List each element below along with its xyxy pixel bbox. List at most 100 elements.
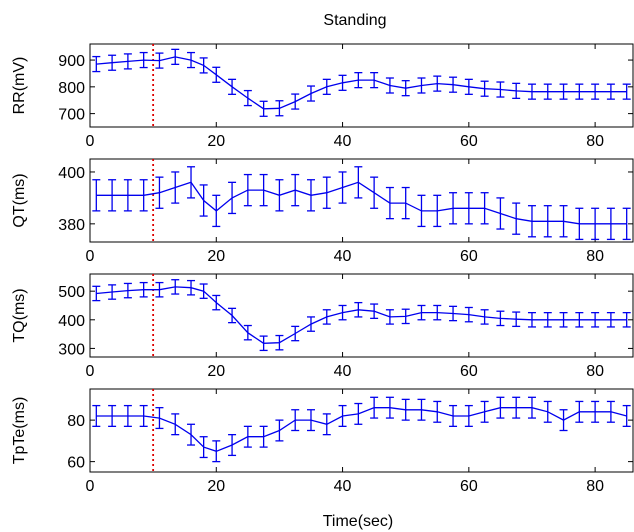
error-bar xyxy=(92,179,101,212)
y-tick-label: 400 xyxy=(58,313,85,330)
y-tick-label: 400 xyxy=(58,165,85,182)
error-bar xyxy=(212,440,221,463)
error-bar xyxy=(385,186,394,220)
error-bar xyxy=(401,80,410,97)
error-bar xyxy=(496,396,505,419)
error-bar xyxy=(496,197,505,230)
error-bar xyxy=(559,311,568,328)
error-bar xyxy=(187,166,196,199)
error-bar xyxy=(228,181,237,215)
subplot-1: 0 20 40 60 80 700 800 900 RR(mV) xyxy=(11,43,634,150)
error-bar xyxy=(575,207,584,241)
axes-frame xyxy=(89,43,634,128)
error-bar xyxy=(306,179,315,212)
subplot-3: 0 20 40 60 80 300 400 500 TQ(ms) xyxy=(11,273,634,380)
x-axis-label: Time(sec) xyxy=(323,513,394,530)
error-bar xyxy=(275,419,284,442)
error-bar xyxy=(259,173,268,207)
error-bar xyxy=(306,85,315,102)
error-bar xyxy=(370,71,379,89)
error-bar xyxy=(559,409,568,432)
error-bar xyxy=(354,71,363,89)
error-bar xyxy=(212,294,221,311)
x-tick-label: 60 xyxy=(460,133,478,150)
error-bar xyxy=(212,66,221,83)
y-tick-label: 800 xyxy=(58,80,85,97)
error-bar xyxy=(259,335,268,352)
error-bar xyxy=(338,74,347,91)
error-bar xyxy=(338,171,347,204)
error-bar xyxy=(417,77,426,94)
error-bar xyxy=(496,81,505,98)
error-bar xyxy=(275,179,284,212)
error-bar xyxy=(171,413,180,436)
error-bar xyxy=(243,173,252,207)
error-bar xyxy=(291,173,300,207)
error-bar xyxy=(306,409,315,432)
error-bar xyxy=(338,404,347,428)
error-bar xyxy=(385,396,394,419)
error-bar xyxy=(543,311,552,328)
error-bar xyxy=(92,404,101,428)
error-bar xyxy=(606,311,615,328)
error-bar xyxy=(622,404,631,428)
error-bar xyxy=(92,285,101,302)
error-bar xyxy=(259,425,268,448)
y-tick-label: 700 xyxy=(58,107,85,124)
error-bar xyxy=(338,304,347,321)
error-bar xyxy=(464,78,473,95)
error-bar xyxy=(108,404,117,428)
figure-title: Standing xyxy=(323,12,386,29)
axes-frame xyxy=(89,388,634,473)
error-bar xyxy=(591,400,600,423)
error-bar xyxy=(480,80,489,97)
error-bar xyxy=(575,400,584,423)
error-bar xyxy=(243,89,252,107)
error-bar xyxy=(480,309,489,325)
error-bar xyxy=(275,100,284,117)
y-tick-label: 900 xyxy=(58,53,85,70)
axes-frame xyxy=(89,158,634,243)
x-tick-label: 20 xyxy=(207,133,225,150)
error-bar xyxy=(123,179,132,212)
error-bar xyxy=(449,192,458,225)
error-bar xyxy=(622,83,631,100)
error-bar xyxy=(401,398,410,421)
error-bar xyxy=(417,304,426,321)
error-bar xyxy=(123,53,132,70)
error-bar xyxy=(199,283,208,299)
error-bar xyxy=(123,404,132,428)
x-tick-label: 0 xyxy=(86,248,95,265)
error-bar xyxy=(155,407,164,430)
error-bar xyxy=(306,316,315,332)
error-bar xyxy=(187,423,196,446)
error-bar xyxy=(322,78,331,95)
error-bar xyxy=(512,311,521,328)
error-bar xyxy=(527,396,536,419)
y-tick-label: 500 xyxy=(58,284,85,301)
y-axis-label: RR(mV) xyxy=(11,57,28,115)
error-bar xyxy=(123,282,132,299)
error-bar xyxy=(228,307,237,324)
y-axis-label: TQ(ms) xyxy=(11,288,28,342)
x-tick-label: 80 xyxy=(586,363,604,380)
y-tick-label: 80 xyxy=(67,413,85,430)
error-bar xyxy=(108,179,117,212)
error-bar xyxy=(480,400,489,423)
error-bar xyxy=(401,186,410,220)
error-bar xyxy=(543,83,552,100)
error-bar xyxy=(155,52,164,69)
error-bar xyxy=(464,404,473,428)
error-bar xyxy=(243,425,252,448)
error-bar xyxy=(622,311,631,328)
error-bar xyxy=(622,207,631,241)
x-tick-label: 40 xyxy=(334,248,352,265)
error-bar xyxy=(322,413,331,436)
error-bar xyxy=(543,205,552,238)
error-bar xyxy=(370,176,379,209)
error-bar xyxy=(228,78,237,95)
error-bar xyxy=(527,205,536,238)
error-bar xyxy=(212,194,221,228)
